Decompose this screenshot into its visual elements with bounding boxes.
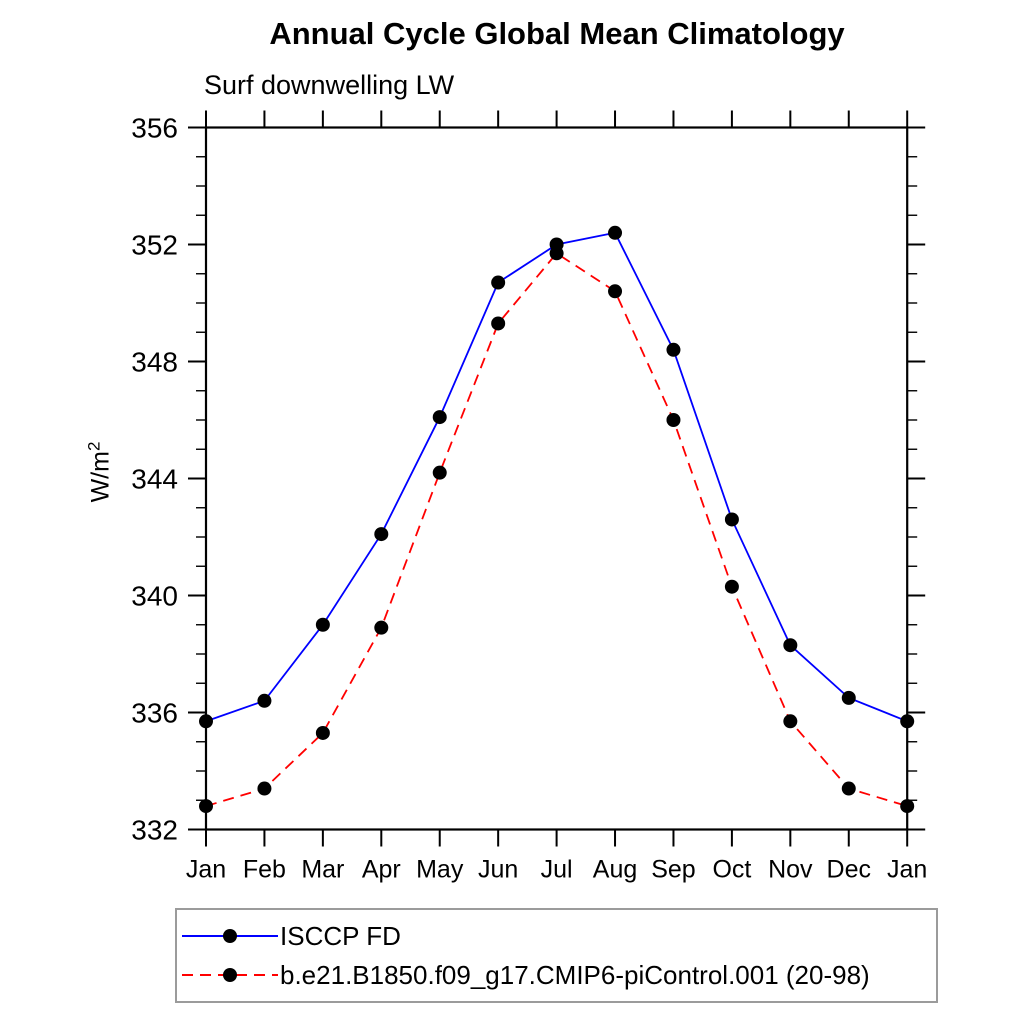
data-point-series-1 (432, 465, 447, 480)
y-tick-label: 332 (131, 815, 178, 846)
data-point-series-0 (374, 527, 389, 542)
data-point-series-1 (900, 799, 915, 814)
data-point-series-0 (724, 512, 739, 527)
x-tick-label: Aug (593, 856, 637, 884)
x-tick-label: Jun (478, 856, 518, 884)
x-tick-label: Mar (301, 856, 344, 884)
x-tick-label: Jan (887, 856, 927, 884)
data-point-series-0 (608, 225, 623, 240)
x-tick-label: Apr (362, 856, 401, 884)
data-point-series-1 (315, 725, 330, 740)
y-tick-label: 336 (131, 698, 178, 729)
data-point-series-0 (199, 714, 213, 729)
data-point-series-1 (199, 799, 213, 814)
chart-subtitle: Surf downwelling LW (204, 70, 455, 100)
chart-title: Annual Cycle Global Mean Climatology (269, 16, 845, 51)
data-point-series-1 (724, 579, 739, 594)
data-point-series-1 (549, 246, 564, 261)
data-point-series-1 (257, 781, 272, 796)
legend-row-isccp: ISCCP FD (180, 921, 936, 951)
data-point-series-1 (666, 413, 681, 427)
x-tick-label: Dec (827, 856, 871, 884)
legend-sample-dashed-line (182, 968, 278, 982)
legend-box: ISCCP FD b.e21.B1850.f09_g17.CMIP6-piCon… (175, 908, 938, 1003)
data-point-series-0 (257, 693, 272, 708)
data-point-series-0 (491, 275, 506, 290)
data-point-series-1 (841, 781, 856, 796)
data-point-series-0 (315, 617, 330, 632)
series-line-0 (205, 231, 908, 723)
y-tick-label: 352 (131, 230, 178, 261)
legend-marker-dot (223, 929, 237, 943)
x-tick-label: Sep (651, 856, 695, 884)
x-tick-label: Oct (712, 856, 751, 884)
legend-label-isccp: ISCCP FD (280, 920, 401, 951)
x-tick-label: Jan (186, 856, 226, 884)
legend-marker-dot (223, 968, 237, 982)
data-point-series-0 (900, 714, 915, 729)
data-point-series-1 (608, 284, 623, 299)
x-tick-label: Feb (243, 856, 286, 884)
data-point-series-0 (432, 410, 447, 425)
legend-label-model: b.e21.B1850.f09_g17.CMIP6-piControl.001 … (280, 959, 870, 990)
series-line-1 (205, 252, 908, 807)
legend-row-model: b.e21.B1850.f09_g17.CMIP6-piControl.001 … (180, 960, 936, 990)
data-point-series-0 (666, 342, 681, 357)
data-point-series-1 (374, 620, 389, 635)
data-point-series-0 (783, 638, 798, 653)
data-point-series-1 (491, 316, 506, 331)
data-point-series-1 (783, 714, 798, 729)
legend-sample-solid-line (182, 929, 278, 943)
x-tick-label: Nov (768, 856, 813, 884)
y-tick-label: 340 (131, 581, 178, 612)
x-tick-label: Jul (541, 856, 573, 884)
y-tick-label: 344 (131, 464, 178, 495)
y-tick-label: 356 (131, 113, 178, 144)
plot-frame (204, 126, 909, 831)
y-tick-label: 348 (131, 347, 178, 378)
x-tick-label: May (416, 856, 464, 884)
data-point-series-0 (841, 690, 856, 705)
